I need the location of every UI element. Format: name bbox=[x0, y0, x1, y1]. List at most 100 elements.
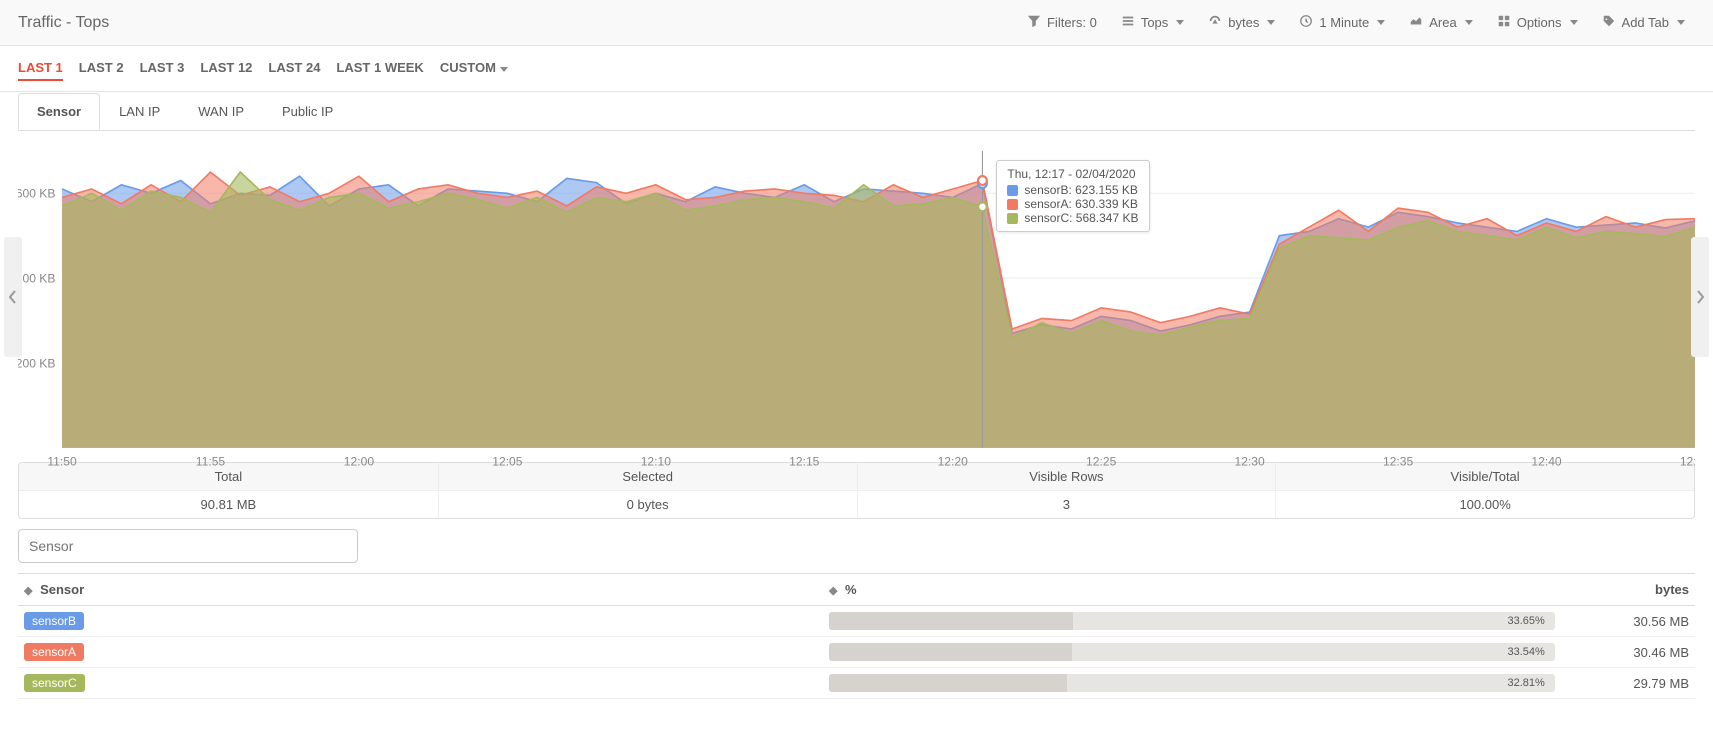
table-row[interactable]: sensorB 33.65% 30.56 MB bbox=[18, 606, 1695, 637]
filter-icon bbox=[1027, 14, 1041, 31]
time-tab-last-24[interactable]: LAST 24 bbox=[268, 60, 320, 81]
sensor-badge[interactable]: sensorB bbox=[24, 612, 84, 630]
time-tab-last-1[interactable]: LAST 1 bbox=[18, 60, 63, 81]
svg-text:12:25: 12:25 bbox=[1086, 455, 1117, 469]
sensor-badge[interactable]: sensorC bbox=[24, 674, 85, 692]
top-bar: Traffic - Tops Filters: 0 Tops bytes 1 M… bbox=[0, 0, 1713, 46]
area-button[interactable]: Area bbox=[1399, 8, 1482, 37]
time-range-tabs: LAST 1 LAST 2 LAST 3 LAST 12 LAST 24 LAST 1 W… bbox=[0, 46, 1713, 92]
chart-area-icon bbox=[1409, 14, 1423, 31]
bytes-value: 30.56 MB bbox=[1561, 606, 1695, 637]
pct-label: 33.54% bbox=[1508, 646, 1545, 658]
caret-down-icon bbox=[1570, 20, 1578, 25]
svg-text:12:30: 12:30 bbox=[1234, 455, 1265, 469]
area-label: Area bbox=[1429, 15, 1456, 30]
category-tabs: SensorLAN IPWAN IPPublic IP bbox=[18, 93, 1695, 131]
options-label: Options bbox=[1517, 15, 1562, 30]
category-tab-wan-ip[interactable]: WAN IP bbox=[179, 93, 263, 130]
tooltip-text: sensorB: 623.155 KB bbox=[1024, 183, 1137, 197]
add-tab-button[interactable]: Add Tab bbox=[1592, 8, 1695, 37]
column-sensor[interactable]: ◆ Sensor bbox=[18, 574, 823, 606]
table-row[interactable]: sensorC 32.81% 29.79 MB bbox=[18, 668, 1695, 699]
svg-text:11:50: 11:50 bbox=[47, 455, 77, 469]
clock-icon bbox=[1299, 14, 1313, 31]
caret-down-icon bbox=[1377, 20, 1385, 25]
time-tab-last-3[interactable]: LAST 3 bbox=[140, 60, 185, 81]
column-sensor-label: Sensor bbox=[40, 582, 84, 597]
stat-visible-rows-value: 3 bbox=[857, 491, 1276, 518]
category-tab-sensor[interactable]: Sensor bbox=[18, 93, 100, 130]
svg-text:12:45: 12:45 bbox=[1680, 455, 1695, 469]
tooltip-row: sensorA: 630.339 KB bbox=[1007, 197, 1138, 211]
caret-down-icon bbox=[1267, 20, 1275, 25]
time-tab-custom[interactable]: CUSTOM bbox=[440, 60, 508, 81]
tag-icon bbox=[1602, 14, 1616, 31]
sensor-filter-row bbox=[18, 529, 1695, 563]
filters-label: Filters: 0 bbox=[1047, 15, 1097, 30]
pct-bar: 32.81% bbox=[829, 674, 1555, 692]
table-row[interactable]: sensorA 33.54% 30.46 MB bbox=[18, 637, 1695, 668]
sensor-table: ◆ Sensor ◆ % bytes sensorB 33.65% 30.56 MB… bbox=[18, 573, 1695, 699]
bytes-value: 30.46 MB bbox=[1561, 637, 1695, 668]
stat-total-value: 90.81 MB bbox=[19, 491, 438, 518]
page-title: Traffic - Tops bbox=[18, 14, 109, 32]
tooltip-time: Thu, 12:17 - 02/04/2020 bbox=[1007, 167, 1138, 181]
sort-icon[interactable]: ◆ bbox=[24, 585, 32, 597]
tops-label: Tops bbox=[1141, 15, 1168, 30]
pct-bar: 33.65% bbox=[829, 612, 1555, 630]
stat-selected-value: 0 bytes bbox=[438, 491, 857, 518]
gauge-icon bbox=[1208, 14, 1222, 31]
column-bytes[interactable]: bytes bbox=[1561, 574, 1695, 606]
time-tab-last-2[interactable]: LAST 2 bbox=[79, 60, 124, 81]
interval-label: 1 Minute bbox=[1319, 15, 1369, 30]
svg-text:12:00: 12:00 bbox=[344, 455, 375, 469]
pct-bar: 33.54% bbox=[829, 643, 1555, 661]
add-tab-label: Add Tab bbox=[1622, 15, 1669, 30]
chart-next-button[interactable] bbox=[1691, 237, 1709, 357]
svg-text:12:35: 12:35 bbox=[1383, 455, 1414, 469]
svg-text:400 KB: 400 KB bbox=[18, 272, 55, 286]
bytes-label: bytes bbox=[1228, 15, 1259, 30]
grid-icon bbox=[1497, 14, 1511, 31]
tooltip-row: sensorB: 623.155 KB bbox=[1007, 183, 1138, 197]
stat-visible-total-value: 100.00% bbox=[1275, 491, 1694, 518]
svg-text:12:05: 12:05 bbox=[492, 455, 523, 469]
sort-icon[interactable]: ◆ bbox=[829, 585, 837, 597]
interval-button[interactable]: 1 Minute bbox=[1289, 8, 1395, 37]
svg-text:600 KB: 600 KB bbox=[18, 187, 55, 201]
column-pct[interactable]: ◆ % bbox=[823, 574, 1561, 606]
sensor-filter-input[interactable] bbox=[18, 529, 358, 563]
category-tab-lan-ip[interactable]: LAN IP bbox=[100, 93, 179, 130]
caret-down-icon bbox=[1465, 20, 1473, 25]
toolbar: Filters: 0 Tops bytes 1 Minute Area Opti… bbox=[1017, 8, 1695, 37]
bytes-button[interactable]: bytes bbox=[1198, 8, 1285, 37]
sensor-badge[interactable]: sensorA bbox=[24, 643, 84, 661]
time-tab-last-12[interactable]: LAST 12 bbox=[200, 60, 252, 81]
chevron-left-icon bbox=[9, 290, 17, 304]
chart-container: 200 KB400 KB600 KB11:5011:5512:0012:0512… bbox=[18, 142, 1695, 452]
column-pct-label: % bbox=[845, 582, 857, 597]
tooltip-swatch bbox=[1007, 213, 1018, 224]
svg-text:12:40: 12:40 bbox=[1531, 455, 1562, 469]
tooltip-row: sensorC: 568.347 KB bbox=[1007, 211, 1138, 225]
chart-tooltip: Thu, 12:17 - 02/04/2020 sensorB: 623.155 … bbox=[996, 160, 1149, 232]
tops-button[interactable]: Tops bbox=[1111, 8, 1194, 37]
time-tab-last-1-week[interactable]: LAST 1 WEEK bbox=[336, 60, 423, 81]
chart-prev-button[interactable] bbox=[4, 237, 22, 357]
caret-down-icon bbox=[1176, 20, 1184, 25]
svg-text:12:20: 12:20 bbox=[938, 455, 969, 469]
bytes-value: 29.79 MB bbox=[1561, 668, 1695, 699]
options-button[interactable]: Options bbox=[1487, 8, 1588, 37]
caret-down-icon bbox=[1677, 20, 1685, 25]
chevron-right-icon bbox=[1696, 290, 1704, 304]
tooltip-text: sensorC: 568.347 KB bbox=[1024, 211, 1138, 225]
svg-text:12:15: 12:15 bbox=[789, 455, 820, 469]
tooltip-text: sensorA: 630.339 KB bbox=[1024, 197, 1137, 211]
pct-label: 33.65% bbox=[1508, 615, 1545, 627]
category-tab-public-ip[interactable]: Public IP bbox=[263, 93, 352, 130]
column-bytes-label: bytes bbox=[1655, 582, 1689, 597]
pct-label: 32.81% bbox=[1508, 677, 1545, 689]
filters-button[interactable]: Filters: 0 bbox=[1017, 8, 1107, 37]
tooltip-swatch bbox=[1007, 185, 1018, 196]
area-chart[interactable]: 200 KB400 KB600 KB11:5011:5512:0012:0512… bbox=[18, 142, 1695, 472]
